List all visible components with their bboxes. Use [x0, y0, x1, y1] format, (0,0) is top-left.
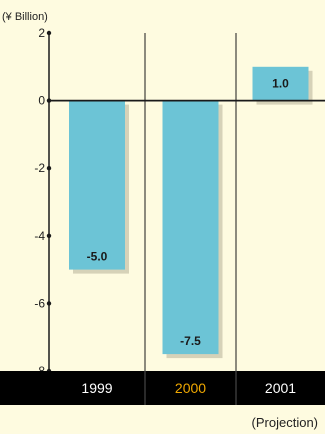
y-tick-mark — [46, 233, 52, 238]
y-tick-mark — [46, 98, 52, 103]
bar-2001 — [252, 66, 309, 101]
value-label-2001: 1.0 — [272, 77, 289, 91]
y-tick-label: 0 — [38, 94, 45, 108]
category-label-1999: 1999 — [81, 380, 112, 396]
bar-2000 — [162, 100, 219, 355]
value-label-2000: -7.5 — [180, 334, 201, 348]
y-axis-unit-label: (¥ Billion) — [2, 11, 48, 23]
bar-1999 — [69, 100, 125, 270]
y-tick-label: -4 — [34, 229, 45, 243]
value-labels: -5.0 -7.5 1.0 — [87, 77, 290, 348]
y-tick-label: 2 — [38, 26, 45, 40]
column-dividers — [144, 33, 237, 371]
category-band-bg — [0, 371, 325, 405]
y-tick-mark — [46, 301, 52, 306]
value-label-1999: -5.0 — [87, 250, 108, 264]
category-band: 1999 2000 2001 — [0, 371, 325, 405]
category-label-2000: 2000 — [175, 380, 206, 396]
projection-note: (Projection) — [252, 415, 318, 430]
bars — [69, 66, 309, 355]
category-label-2001: 2001 — [265, 380, 296, 396]
y-tick-label: -6 — [34, 296, 45, 310]
y-tick-mark — [46, 30, 52, 36]
axes — [48, 33, 325, 371]
y-tick-label: -2 — [34, 161, 45, 175]
y-tick-mark — [46, 166, 52, 171]
